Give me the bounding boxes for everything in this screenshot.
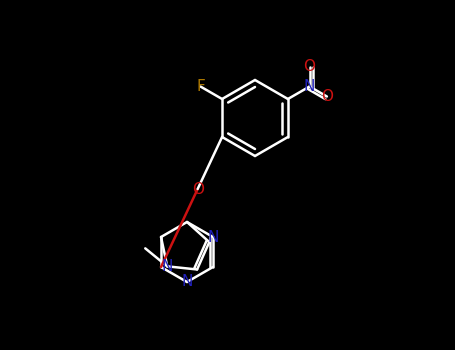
Text: O: O: [303, 59, 316, 74]
Text: N: N: [207, 230, 219, 245]
Text: N: N: [162, 259, 173, 274]
Text: F: F: [196, 79, 205, 94]
Text: N: N: [181, 274, 192, 289]
Text: N: N: [304, 79, 315, 94]
Text: O: O: [321, 89, 333, 104]
Text: O: O: [192, 182, 204, 196]
